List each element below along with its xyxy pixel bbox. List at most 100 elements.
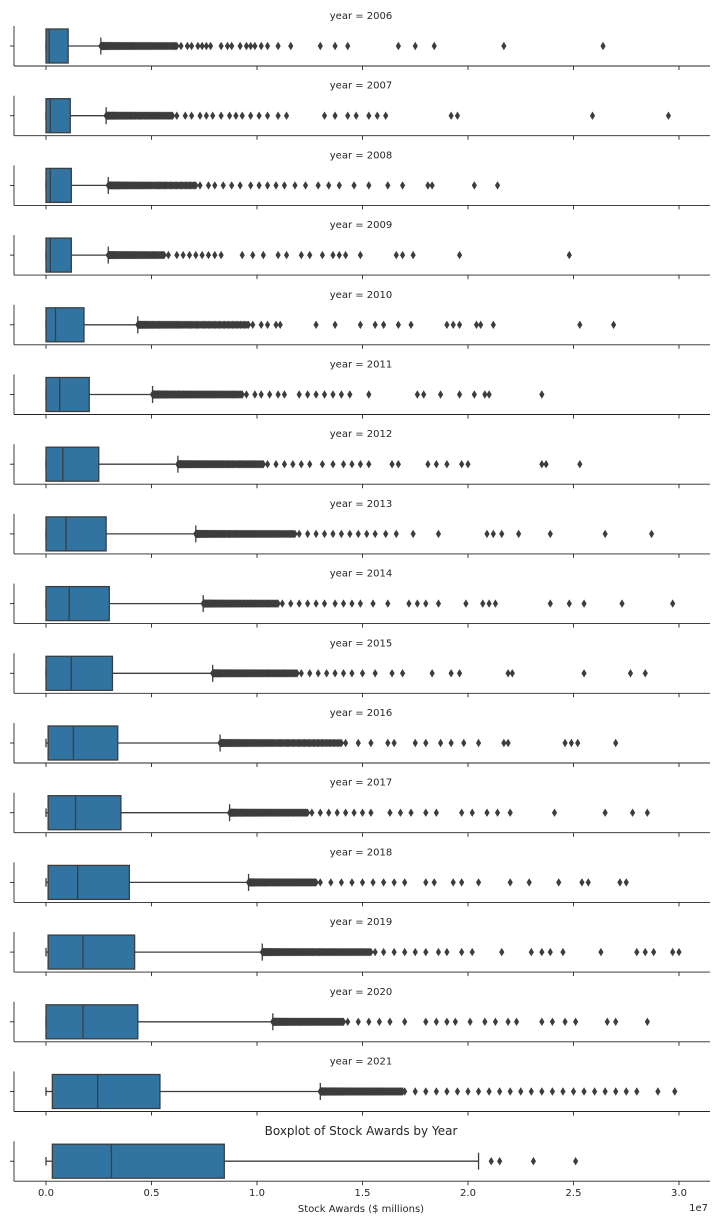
outlier-point (475, 878, 482, 887)
outlier-point (237, 181, 243, 190)
outlier-point (425, 181, 431, 190)
x-tick-label: 0.0 (38, 1188, 54, 1199)
outlier-point (319, 460, 326, 469)
outlier-point (237, 41, 243, 51)
outlier-point (290, 460, 296, 469)
facet-panel-13: year = 2018 (10, 847, 710, 907)
outlier-point (368, 738, 374, 748)
outlier-point (475, 738, 482, 748)
outlier-point (547, 599, 553, 608)
outlier-point (324, 669, 330, 678)
panel-title: year = 2019 (330, 917, 393, 928)
outlier-point (372, 947, 378, 957)
outlier-point (355, 1017, 361, 1026)
outlier-point (547, 529, 553, 539)
outlier-point (513, 1017, 520, 1026)
outlier-point (499, 947, 505, 957)
outlier-point (366, 1017, 372, 1026)
x-tick-label: 1.0 (249, 1188, 265, 1199)
outlier-point (435, 599, 442, 608)
outlier-point (412, 738, 418, 748)
outlier-point (205, 250, 212, 260)
outlier-point (250, 250, 256, 260)
panel-title: year = 2020 (330, 987, 393, 998)
outlier-point (330, 460, 336, 469)
outlier-point (256, 111, 262, 120)
outlier-point (644, 1017, 650, 1026)
outlier-point (577, 460, 583, 469)
outlier-point (338, 529, 344, 539)
outlier-point (203, 111, 209, 120)
outlier-point (566, 599, 572, 608)
outlier-point (372, 669, 378, 678)
outlier-point (402, 878, 408, 887)
outlier-point (399, 250, 406, 260)
outlier-point (170, 111, 176, 120)
outlier-point (547, 947, 553, 957)
outlier-point (307, 250, 313, 260)
outlier-point (602, 529, 608, 539)
outlier-point (385, 599, 391, 608)
outlier-point (562, 738, 568, 748)
outlier-point (592, 1087, 598, 1096)
outlier-point (642, 947, 648, 957)
panel-title: year = 2016 (330, 708, 393, 719)
x-axis-label: Stock Awards ($ millions) (298, 1204, 424, 1215)
outlier-point (429, 669, 435, 678)
outlier-point (566, 250, 572, 260)
iqr-box (47, 864, 130, 901)
outlier-point (260, 460, 266, 469)
iqr-box (51, 1143, 225, 1179)
outlier-point (613, 1087, 619, 1096)
outlier-point (321, 529, 328, 539)
outlier-point (539, 1017, 545, 1026)
outlier-point (281, 460, 288, 469)
outlier-point (302, 181, 309, 190)
outlier-point (321, 390, 328, 399)
outlier-point (248, 111, 254, 120)
facet-panel-1: year = 2006 (10, 11, 710, 70)
outlier-point (349, 460, 355, 469)
outlier-point (279, 599, 285, 608)
outlier-point (243, 41, 250, 51)
outlier-point (326, 181, 332, 190)
outlier-point (357, 250, 363, 260)
outlier-point (486, 390, 492, 399)
outlier-point (655, 1087, 661, 1096)
outlier-point (672, 1087, 678, 1096)
outlier-point (245, 320, 252, 329)
outlier-point (423, 947, 429, 957)
outlier-point (444, 460, 450, 469)
iqr-box (45, 307, 85, 343)
outlier-point (307, 460, 313, 469)
outlier-point (343, 250, 349, 260)
outlier-point (581, 669, 587, 678)
outlier-point (381, 878, 387, 887)
outlier-point (551, 808, 558, 817)
outlier-point (313, 599, 319, 608)
outlier-point (298, 669, 304, 678)
outlier-point (399, 669, 406, 678)
iqr-box (45, 1004, 139, 1040)
outlier-point (383, 529, 389, 539)
outlier-point (334, 808, 340, 817)
outlier-point (480, 599, 486, 608)
outlier-point (345, 41, 351, 51)
outlier-point (357, 460, 363, 469)
panel-title: year = 2007 (330, 81, 393, 92)
outlier-point (292, 529, 298, 539)
outlier-point (264, 460, 271, 469)
outlier-point (298, 460, 304, 469)
outlier-point (387, 808, 393, 817)
outlier-point (264, 111, 271, 120)
outlier-point (332, 41, 338, 51)
outlier-point (433, 1017, 439, 1026)
outlier-point (264, 320, 271, 329)
outlier-point (471, 390, 477, 399)
outlier-point (492, 1017, 499, 1026)
facet-panel-8: year = 2013 (10, 499, 710, 558)
facet-panel-5: year = 2010 (10, 290, 710, 349)
outlier-point (207, 41, 214, 51)
outlier-point (562, 1017, 568, 1026)
outlier-point (600, 41, 606, 51)
